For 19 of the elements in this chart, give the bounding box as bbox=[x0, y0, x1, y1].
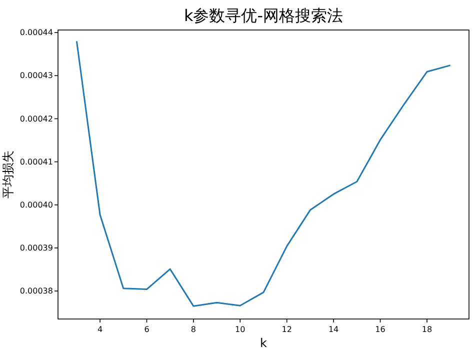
y-tick-label: 0.00039 bbox=[20, 243, 53, 252]
x-tick-label: 10 bbox=[235, 325, 246, 334]
y-tick-label: 0.00042 bbox=[20, 114, 53, 124]
x-tick-label: 8 bbox=[190, 325, 196, 334]
y-tick-label: 0.00044 bbox=[20, 28, 53, 38]
x-tick-label: 16 bbox=[375, 325, 386, 334]
y-axis-title: 平均损失 bbox=[1, 150, 15, 198]
chart-title: k参数寻优-网格搜索法 bbox=[184, 6, 344, 25]
x-axis-title: k bbox=[260, 336, 268, 350]
y-tick-label: 0.00038 bbox=[20, 286, 53, 296]
x-tick-label: 6 bbox=[144, 325, 150, 334]
x-tick-label: 14 bbox=[328, 325, 339, 334]
y-tick-label: 0.00043 bbox=[20, 71, 53, 80]
y-tick-label: 0.00040 bbox=[20, 200, 53, 210]
x-tick-label: 12 bbox=[282, 325, 292, 334]
x-tick-label: 18 bbox=[422, 325, 432, 334]
line-series bbox=[76, 40, 452, 307]
x-tick-label: 4 bbox=[97, 325, 103, 334]
y-tick-label: 0.00041 bbox=[20, 157, 53, 166]
